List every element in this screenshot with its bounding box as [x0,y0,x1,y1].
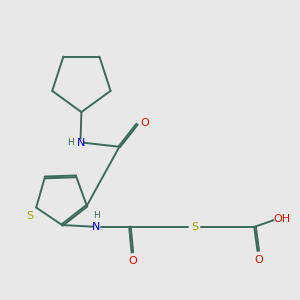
Text: H: H [68,138,74,147]
Text: O: O [254,255,262,265]
Text: O: O [141,118,149,128]
Text: O: O [128,256,137,266]
Text: S: S [26,211,33,220]
Text: OH: OH [273,214,290,224]
Text: N: N [92,222,100,232]
Text: S: S [191,222,198,232]
Text: N: N [76,138,85,148]
Text: H: H [93,211,99,220]
